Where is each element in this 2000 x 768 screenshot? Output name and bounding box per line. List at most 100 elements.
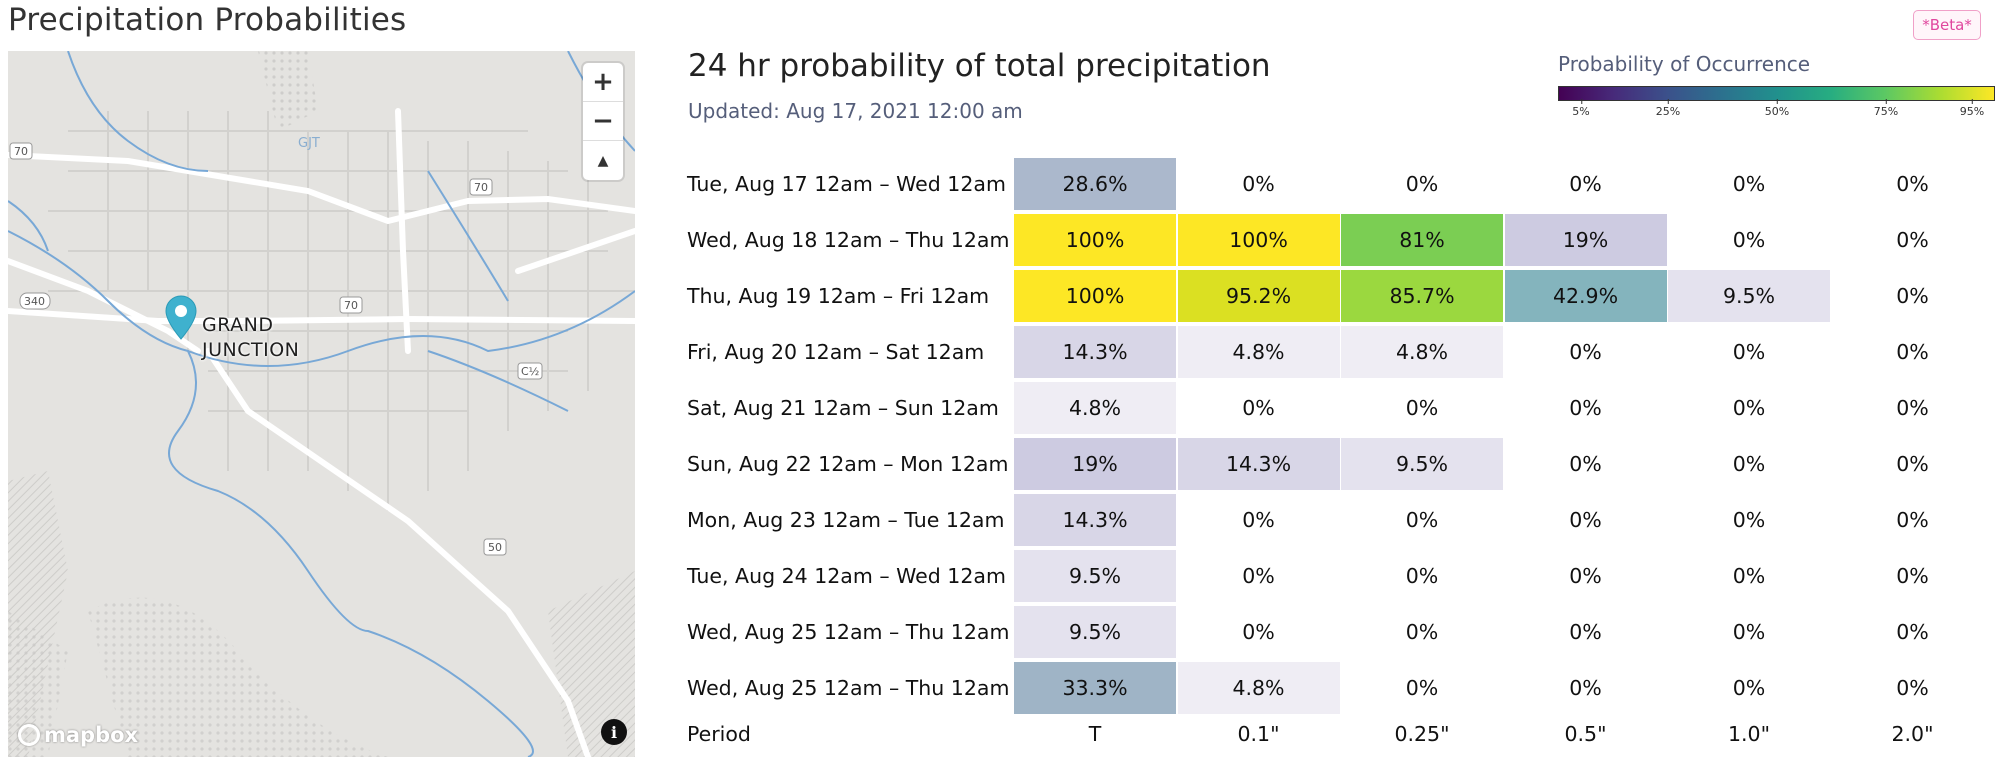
probability-cell: 100%: [1014, 214, 1176, 266]
road-label-50: 50: [488, 541, 502, 554]
mapbox-logo-text: mapbox: [44, 723, 139, 747]
row-period-label: Tue, Aug 24 12am – Wed 12am: [687, 564, 1006, 588]
map-controls: + − ▲: [583, 63, 623, 180]
legend-tick: 5%: [1572, 99, 1590, 118]
probability-table: Tue, Aug 17 12am – Wed 12am 28.6% 0% 0% 0% 0%…: [685, 158, 1995, 752]
probability-cell: 0%: [1569, 676, 1602, 700]
row-period-label: Fri, Aug 20 12am – Sat 12am: [687, 340, 985, 364]
probability-cell: 0%: [1896, 172, 1929, 196]
probability-cell: 9.5%: [1341, 438, 1503, 490]
table-row: Tue, Aug 24 12am – Wed 12am 9.5% 0% 0% 0% 0% 0…: [685, 550, 1995, 606]
row-period-label: Thu, Aug 19 12am – Fri 12am: [687, 284, 990, 308]
probability-cell: 4.8%: [1177, 662, 1340, 714]
table-footer-row: Period T 0.1" 0.25" 0.5" 1.0" 2.0": [685, 716, 1995, 752]
probability-cell: 81%: [1341, 214, 1503, 266]
row-period-label: Mon, Aug 23 12am – Tue 12am: [687, 508, 1005, 532]
probability-cell: 0%: [1732, 676, 1766, 700]
probability-cell: 0%: [1896, 340, 1929, 364]
table-row: Tue, Aug 17 12am – Wed 12am 28.6% 0% 0% 0% 0%…: [685, 158, 1995, 214]
table-row: Wed, Aug 18 12am – Thu 12am 100% 100% 81% 19…: [685, 214, 1995, 270]
probability-cell: 0%: [1242, 508, 1275, 532]
legend: Probability of Occurrence 5% 25% 50% 75%…: [1558, 52, 1995, 119]
zoom-in-button[interactable]: +: [583, 63, 623, 102]
probability-cell: 0%: [1242, 396, 1275, 420]
probability-cell: 28.6%: [1014, 158, 1176, 210]
road-label-340: 340: [24, 295, 45, 308]
probability-cell: 0%: [1896, 452, 1929, 476]
probability-cell: 4.8%: [1177, 326, 1340, 378]
column-threshold-label: 0.25": [1394, 722, 1450, 746]
probability-cell: 0%: [1569, 396, 1602, 420]
probability-cell: 0%: [1732, 508, 1766, 532]
compass-button[interactable]: ▲: [583, 141, 623, 180]
probability-cell: 0%: [1732, 564, 1766, 588]
column-threshold-label: 0.5": [1564, 722, 1607, 746]
attribution-info-icon[interactable]: i: [601, 719, 627, 745]
road-label-70-north: 70: [474, 181, 488, 194]
probability-cell: 0%: [1732, 452, 1766, 476]
table-row: Thu, Aug 19 12am – Fri 12am 100% 95.2% 85.7…: [685, 270, 1995, 326]
city-label-line1: GRAND: [202, 314, 274, 336]
probability-cell: 0%: [1242, 564, 1275, 588]
probability-cell: 0%: [1896, 284, 1929, 308]
probability-cell: 0%: [1732, 396, 1766, 420]
probability-cell: 0%: [1732, 340, 1766, 364]
probability-cell: 0%: [1569, 508, 1602, 532]
airport-label: GJT: [298, 136, 320, 151]
probability-cell: 0%: [1732, 620, 1766, 644]
table-row: Fri, Aug 20 12am – Sat 12am 14.3% 4.8% 4.8%…: [685, 326, 1995, 382]
table-row: Sat, Aug 21 12am – Sun 12am 4.8% 0% 0% 0% 0% 0…: [685, 382, 1995, 438]
table-row: Sun, Aug 22 12am – Mon 12am 19% 14.3% 9.5% 0…: [685, 438, 1995, 494]
row-period-label: Sat, Aug 21 12am – Sun 12am: [687, 396, 999, 420]
probability-cell: 0%: [1896, 228, 1929, 252]
probability-cell: 85.7%: [1341, 270, 1503, 322]
zoom-out-button[interactable]: −: [583, 102, 623, 141]
footer-period-label: Period: [687, 722, 751, 746]
legend-title: Probability of Occurrence: [1558, 52, 1811, 76]
legend-tick: 25%: [1656, 99, 1680, 118]
probability-cell: 4.8%: [1014, 382, 1176, 434]
table-row: Wed, Aug 25 12am – Thu 12am 33.3% 4.8% 0% 0%…: [685, 662, 1995, 718]
probability-cell: 0%: [1569, 340, 1602, 364]
probability-cell: 100%: [1014, 270, 1176, 322]
legend-ticks: 5% 25% 50% 75% 95%: [1558, 99, 1995, 119]
table-row: Wed, Aug 25 12am – Thu 12am 9.5% 0% 0% 0% 0% 0…: [685, 606, 1995, 662]
probability-cell: 0%: [1569, 172, 1602, 196]
probability-cell: 100%: [1177, 214, 1340, 266]
legend-tick: 50%: [1765, 99, 1789, 118]
map-panel[interactable]: 70 70 70 340 50 GJT C½ GRAND JUNCTION + …: [8, 51, 635, 757]
road-label-70-center: 70: [344, 299, 358, 312]
legend-tick: 75%: [1874, 99, 1898, 118]
probability-cell: 0%: [1569, 620, 1602, 644]
probability-cell: 14.3%: [1014, 494, 1176, 546]
location-pin-icon[interactable]: [164, 294, 198, 340]
probability-cell: 0%: [1896, 396, 1929, 420]
probability-cell: 33.3%: [1014, 662, 1176, 714]
row-period-label: Sun, Aug 22 12am – Mon 12am: [687, 452, 1009, 476]
probability-cell: 95.2%: [1177, 270, 1340, 322]
probability-cell: 0%: [1405, 620, 1439, 644]
legend-tick: 95%: [1960, 99, 1984, 118]
probability-cell: 0%: [1405, 508, 1439, 532]
city-label-line2: JUNCTION: [202, 339, 300, 361]
probability-cell: 0%: [1896, 676, 1929, 700]
mapbox-logo[interactable]: mapbox: [18, 723, 138, 747]
row-period-label: Wed, Aug 18 12am – Thu 12am: [687, 228, 1010, 252]
chart-updated: Updated: Aug 17, 2021 12:00 am: [688, 99, 1023, 123]
probability-cell: 19%: [1014, 438, 1176, 490]
table-row: Mon, Aug 23 12am – Tue 12am 14.3% 0% 0% 0% 0%…: [685, 494, 1995, 550]
column-threshold-label: 2.0": [1891, 722, 1934, 746]
page-title: Precipitation Probabilities: [8, 2, 407, 38]
probability-cell: 0%: [1405, 172, 1439, 196]
probability-cell: 0%: [1242, 172, 1275, 196]
column-threshold-label: T: [1088, 722, 1102, 746]
probability-cell: 0%: [1405, 676, 1439, 700]
row-period-label: Tue, Aug 17 12am – Wed 12am: [687, 172, 1006, 196]
column-threshold-label: 1.0": [1727, 722, 1771, 746]
probability-cell: 9.5%: [1668, 270, 1830, 322]
compass-icon: ▲: [597, 152, 609, 169]
row-period-label: Wed, Aug 25 12am – Thu 12am: [687, 676, 1010, 700]
road-label-70-west: 70: [14, 145, 28, 158]
map-canvas[interactable]: 70 70 70 340 50 GJT C½: [8, 51, 635, 757]
probability-cell: 0%: [1896, 564, 1929, 588]
